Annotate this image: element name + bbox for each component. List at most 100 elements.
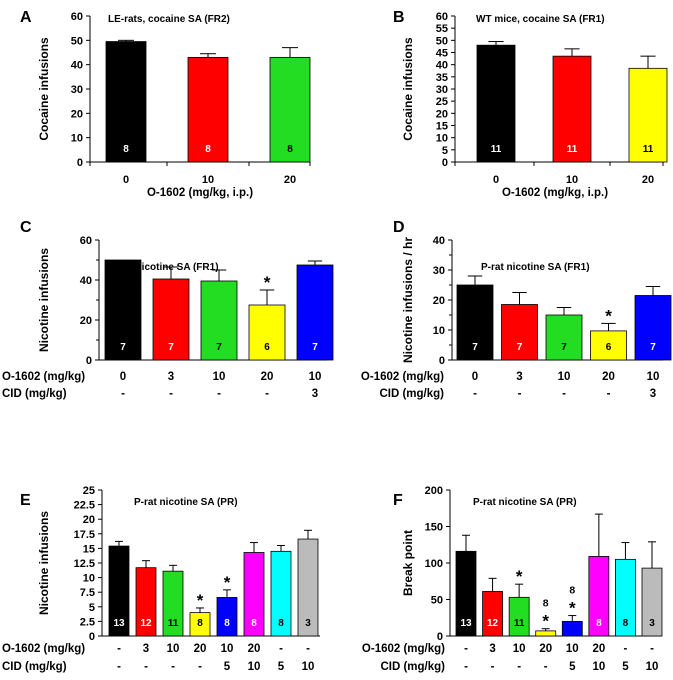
panel-e-ytick-label: 10: [83, 573, 95, 585]
panel-f-bar: [482, 591, 503, 637]
panel-e-row-value: 10: [248, 661, 261, 673]
panel-e-ytick-label: 12.5: [74, 558, 95, 570]
panel-c-row-value: 0: [120, 371, 126, 383]
panel-e-ytick-label: 17.5: [74, 529, 95, 541]
panel-c-row-value: 10: [309, 371, 322, 383]
panel-c-n-label: 7: [168, 342, 174, 353]
panel-f-bar: [455, 550, 477, 637]
panel-f-n-label: 3: [649, 618, 655, 629]
panel-d-n-label: 7: [472, 342, 478, 353]
panel-e-n-label: 8: [224, 618, 230, 629]
panel-b-ylabel: Cocaine infusions: [401, 37, 415, 141]
panel-f-n-label: 8: [623, 618, 629, 629]
panel-d-significance-star: *: [605, 306, 612, 325]
panel-a-ytick-label: 0: [77, 157, 83, 169]
panel-e-row-value: -: [144, 661, 148, 673]
panel-e-row-value: 20: [248, 643, 261, 655]
panel-a-xtick-label: 0: [123, 174, 129, 186]
panel-f-bar: [508, 596, 530, 637]
panel-e-ytick-label: 22.5: [74, 500, 95, 512]
panel-b-bar: [628, 67, 668, 163]
panel-e-n-label: 13: [113, 618, 125, 629]
panel-f-n-label: 11: [514, 618, 525, 629]
panel-f-ytick-label: 50: [431, 595, 443, 607]
panel-c-letter: C: [20, 219, 32, 236]
panel-e-n-label: 8: [278, 618, 284, 629]
panel-d-n-label: 6: [606, 342, 612, 353]
panel-b-ytick-label: 10: [436, 133, 448, 145]
panel-f-n-label-above: 8: [543, 598, 549, 610]
panel-f-row-value: 3: [489, 643, 495, 655]
panel-b-title: WT mice, cocaine SA (FR1): [476, 14, 605, 25]
panel-b-xtick-label: 20: [642, 174, 654, 186]
panel-e-row-value: 10: [167, 643, 180, 655]
panel-a-letter: A: [20, 9, 32, 26]
panel-c-ylabel: Nicotine infusions: [37, 248, 51, 352]
panel-f-bar: [615, 558, 636, 637]
panel-f-ytick-label: 200: [425, 485, 443, 497]
panel-d-bar: [501, 304, 538, 361]
panel-f-bar: [588, 556, 610, 637]
panel-a-n-label: 8: [205, 144, 211, 155]
panel-a-ytick-label: 50: [71, 35, 83, 47]
panel-c-row-label: CID (mg/kg): [2, 388, 67, 400]
panel-a-ylabel: Cocaine infusions: [37, 37, 51, 141]
panel-b-ytick-label: 55: [436, 23, 448, 35]
panel-e-row-value: 3: [143, 643, 149, 655]
panel-d-row-value: -: [607, 388, 611, 400]
panel-f-n-label-above: 8: [569, 585, 575, 597]
panel-b-ytick-label: 35: [436, 72, 448, 84]
panel-e-row-value: 10: [221, 643, 234, 655]
panel-d-bar: [634, 295, 672, 361]
panel-d-row-value: 10: [558, 371, 571, 383]
panel-f-row-value: -: [650, 643, 654, 655]
panel-f-row-value: 10: [646, 661, 659, 673]
panel-e-title: P-rat nicotine SA (PR): [134, 497, 238, 508]
panel-e-row-value: 5: [224, 661, 231, 673]
panel-c-bar: [152, 278, 190, 361]
panel-f-row-value: 10: [513, 643, 526, 655]
panel-e-bar: [270, 550, 292, 637]
panel-a-n-label: 8: [287, 144, 293, 155]
panel-c-bar: [296, 264, 334, 361]
panel-f-bar: [641, 567, 663, 637]
panel-c-ytick-label: 20: [80, 315, 92, 327]
panel-d-n-label: 7: [650, 342, 656, 353]
panel-f-row-value: -: [544, 661, 548, 673]
panel-b-ytick-label: 15: [436, 121, 448, 133]
panel-c-row-value: -: [217, 388, 221, 400]
panel-c-row-label: O-1602 (mg/kg): [2, 371, 85, 383]
panel-b-ytick-label: 50: [436, 35, 448, 47]
panel-b-ytick-label: 20: [436, 108, 448, 120]
panel-b-ytick-label: 5: [442, 145, 448, 157]
panel-f-row-value: 5: [622, 661, 629, 673]
panel-b-ytick-label: 60: [436, 11, 448, 23]
panel-b-bar: [552, 55, 592, 163]
panel-a-bar: [187, 56, 229, 163]
panel-f-row-value: 10: [566, 643, 579, 655]
panel-c-significance-star: *: [264, 273, 271, 292]
panel-d-letter: D: [393, 219, 405, 236]
panel-e-bar: [189, 612, 211, 637]
panel-c-ytick-label: 0: [86, 355, 92, 367]
panel-b-letter: B: [393, 9, 405, 26]
panel-e-row-value: -: [306, 643, 310, 655]
panel-f-row-value: -: [491, 661, 495, 673]
panel-e-row-label: O-1602 (mg/kg): [2, 643, 85, 655]
panel-f-significance-star: *: [516, 567, 523, 586]
panel-f-row-value: 5: [569, 661, 576, 673]
panel-e-row-value: -: [198, 661, 202, 673]
panel-d-ytick-label: 40: [433, 235, 445, 247]
panel-a-n-label: 8: [123, 144, 129, 155]
panel-f-significance-star: *: [569, 599, 576, 618]
panel-e-n-label: 12: [140, 618, 152, 629]
panel-b-ytick-label: 25: [436, 96, 448, 108]
panel-b-xlabel: O-1602 (mg/kg, i.p.): [502, 187, 608, 199]
panel-c-ytick-label: 40: [80, 275, 92, 287]
panel-f-ytick-label: 0: [437, 631, 443, 643]
panel-d-bar: [545, 314, 583, 361]
panel-f-n-label: 12: [487, 618, 499, 629]
panel-d-row-value: 20: [602, 371, 615, 383]
panel-e-bar: [162, 570, 184, 637]
